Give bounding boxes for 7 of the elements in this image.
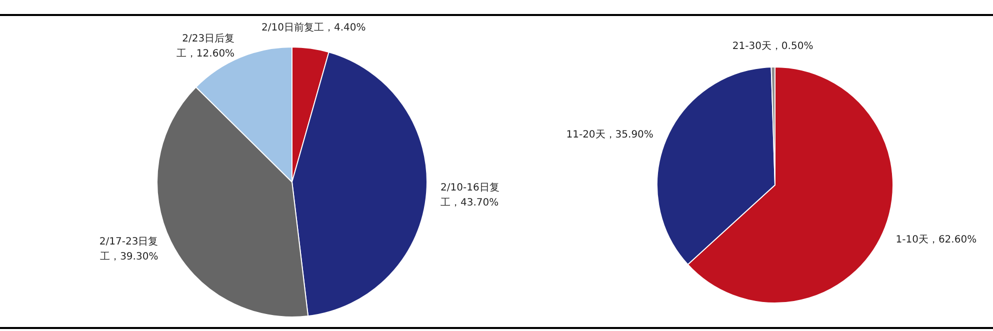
slice-label: 11-20天，35.90% — [566, 130, 654, 141]
slice-label: 2/23日后复工，12.60% — [176, 32, 235, 60]
slice-label: 21-30天，0.50% — [732, 41, 814, 52]
slice-label: 1-10天，62.60% — [896, 234, 977, 246]
slice-label: 2/10日前复工，4.40% — [262, 22, 366, 34]
slice-label: 2/10-16日复工，43.70% — [440, 182, 500, 209]
slice-label: 2/17-23日复工，39.30% — [99, 236, 158, 263]
